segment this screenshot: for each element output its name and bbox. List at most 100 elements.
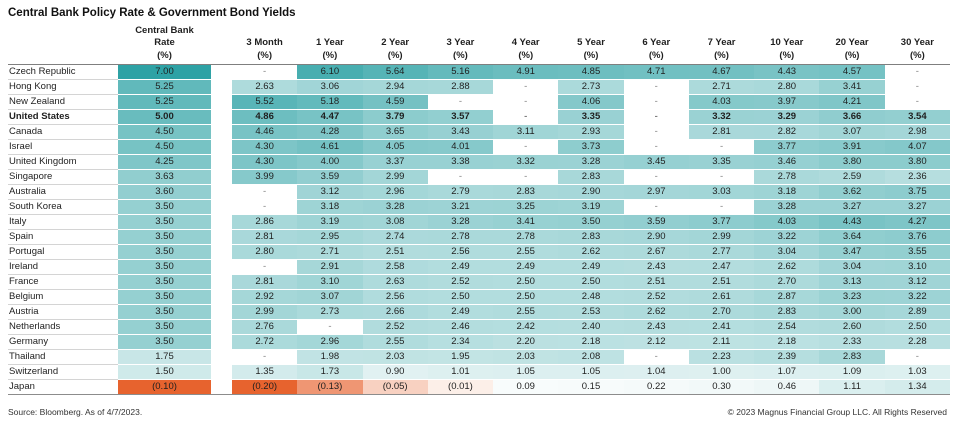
value-cell: 4.59 [362,95,428,111]
value-cell: 2.39 [754,350,820,366]
value-cell: 2.43 [623,260,689,276]
value-cell: 2.63 [232,80,298,96]
value-cell: 4.43 [819,215,885,231]
value-cell: 2.03 [493,350,559,366]
value-cell: 3.43 [427,125,494,141]
value-cell: 2.71 [297,245,363,261]
value-cell: 3.12 [297,185,363,201]
value-cell: 3.79 [362,110,428,126]
country-label: Germany [8,335,118,351]
value-cell: 3.77 [754,140,820,156]
value-cell: 1.34 [884,380,950,396]
country-label: France [8,275,118,291]
gap-spacer [211,140,232,156]
value-cell: - [493,80,559,96]
column-header-3-month: 3 Month (%) [232,25,298,66]
value-cell: 3.25 [493,200,559,216]
value-cell: 7.00 [118,65,211,81]
value-cell: 3.55 [884,245,950,261]
value-cell: - [688,200,755,216]
value-cell: 3.12 [884,275,950,291]
value-cell: 2.12 [623,335,689,351]
value-cell: 2.87 [754,290,820,306]
value-cell: 1.04 [623,365,689,381]
column-header-5-year: 5 Year (%) [558,25,624,66]
country-label: Belgium [8,290,118,306]
country-label: Thailand [8,350,118,366]
value-cell: 2.96 [362,185,428,201]
value-cell: 2.94 [362,80,428,96]
value-cell: 3.21 [427,200,494,216]
value-cell: 2.55 [362,335,428,351]
value-cell: 3.54 [884,110,950,126]
value-cell: 2.81 [688,125,755,141]
value-cell: 2.93 [558,125,624,141]
value-cell: 2.42 [493,320,559,336]
country-label: Spain [8,230,118,246]
country-label: South Korea [8,200,118,216]
value-cell: - [232,260,298,276]
footer: Source: Bloomberg. As of 4/7/2023. © 202… [8,407,947,417]
value-cell: 2.83 [558,230,624,246]
gap-spacer [211,335,232,351]
value-cell: 3.50 [118,275,211,291]
value-cell: 2.46 [427,320,494,336]
value-cell: (0.20) [232,380,298,396]
gap-spacer [211,155,232,171]
country-label: Ireland [8,260,118,276]
value-cell: 3.50 [118,305,211,321]
value-cell: 3.19 [558,200,624,216]
page-title: Central Bank Policy Rate & Government Bo… [8,7,296,19]
value-cell: 1.00 [688,365,755,381]
value-cell: 2.50 [493,275,559,291]
country-label: Canada [8,125,118,141]
value-cell: 4.30 [232,155,298,171]
value-cell: 3.35 [558,110,624,126]
gap-spacer [211,260,232,276]
column-header-30-year: 30 Year (%) [884,25,950,66]
value-cell: 2.58 [362,260,428,276]
value-cell: 3.08 [362,215,428,231]
value-cell: 5.25 [118,95,211,111]
value-cell: 2.23 [688,350,755,366]
gap-spacer [211,230,232,246]
value-cell: 4.46 [232,125,298,141]
value-cell: 4.30 [232,140,298,156]
value-cell: - [427,170,494,186]
value-cell: 3.10 [884,260,950,276]
value-cell: 0.30 [688,380,755,396]
value-cell: 3.28 [362,200,428,216]
value-cell: 4.06 [558,95,624,111]
value-cell: (0.01) [427,380,494,396]
value-cell: 2.36 [884,170,950,186]
value-cell: 2.66 [362,305,428,321]
value-cell: 2.08 [558,350,624,366]
value-cell: - [884,65,950,81]
value-cell: 3.11 [493,125,559,141]
value-cell: 3.10 [297,275,363,291]
value-cell: 3.50 [118,320,211,336]
value-cell: 2.80 [232,245,298,261]
value-cell: 4.57 [819,65,885,81]
value-cell: 2.51 [623,275,689,291]
value-cell: 4.85 [558,65,624,81]
value-cell: 4.27 [884,215,950,231]
value-cell: 5.52 [232,95,298,111]
value-cell: 2.98 [884,125,950,141]
value-cell: 3.45 [623,155,689,171]
value-cell: 2.03 [362,350,428,366]
value-cell: 4.28 [297,125,363,141]
value-cell: 4.07 [884,140,950,156]
value-cell: 4.03 [754,215,820,231]
value-cell: 2.61 [688,290,755,306]
yield-table: Central Bank Rate (%) 3 Month (%) 1 Year (%) 2… [8,25,950,396]
value-cell: 3.13 [819,275,885,291]
gap-spacer [211,245,232,261]
value-cell: 2.49 [493,260,559,276]
value-cell: 3.32 [493,155,559,171]
country-label: United States [8,110,118,126]
value-cell: - [884,80,950,96]
gap-spacer [211,170,232,186]
value-cell: 5.25 [118,80,211,96]
value-cell: 3.66 [819,110,885,126]
